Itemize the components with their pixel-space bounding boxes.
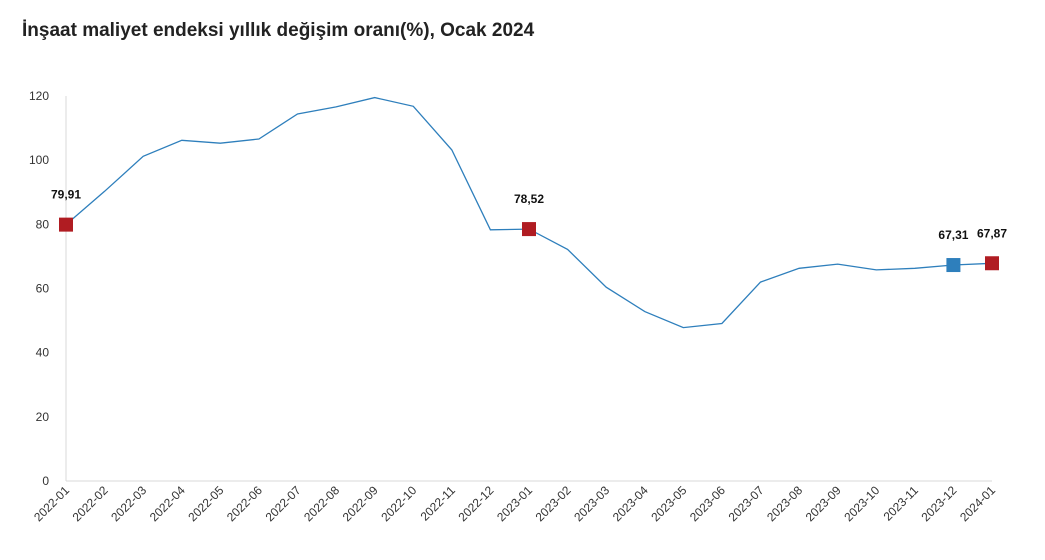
x-tick-label: 2022-11	[418, 483, 459, 524]
x-tick-label: 2023-01	[494, 483, 535, 524]
x-tick-label: 2022-01	[31, 483, 72, 524]
data-label: 67,31	[938, 228, 968, 242]
x-tick-label: 2022-07	[263, 483, 304, 524]
x-tick-label: 2023-07	[726, 483, 767, 524]
series-line	[65, 96, 993, 329]
y-tick-label: 120	[29, 89, 49, 103]
y-tick-label: 20	[36, 410, 50, 424]
data-point-marker	[985, 256, 999, 271]
y-tick-label: 0	[42, 474, 49, 488]
x-tick-label: 2023-04	[610, 483, 651, 524]
data-label: 67,87	[977, 226, 1007, 240]
data-label: 79,91	[51, 188, 81, 202]
x-tick-label: 2022-10	[378, 483, 419, 524]
x-tick-label: 2022-05	[185, 483, 226, 524]
x-tick-label: 2022-03	[108, 483, 149, 524]
x-tick-label: 2023-08	[764, 483, 805, 524]
y-tick-label: 80	[36, 217, 50, 231]
chart-title: İnşaat maliyet endeksi yıllık değişim or…	[22, 20, 535, 41]
data-point-marker	[59, 217, 73, 232]
x-tick-label: 2023-10	[841, 483, 882, 524]
x-tick-label: 2022-12	[455, 483, 496, 524]
x-tick-label: 2023-12	[918, 483, 959, 524]
x-tick-label: 2022-06	[224, 483, 265, 524]
y-tick-label: 60	[36, 282, 50, 296]
data-point-marker	[522, 222, 536, 237]
x-tick-label: 2022-09	[340, 483, 381, 524]
x-tick-label: 2022-08	[301, 483, 342, 524]
x-tick-label: 2023-02	[533, 483, 574, 524]
x-tick-label: 2023-06	[687, 483, 728, 524]
x-tick-label: 2023-03	[571, 483, 612, 524]
data-label: 78,52	[514, 192, 544, 206]
y-tick-label: 40	[36, 346, 50, 360]
x-tick-label: 2023-09	[803, 483, 844, 524]
x-tick-label: 2023-11	[881, 483, 922, 524]
x-tick-label: 2023-05	[648, 483, 689, 524]
y-tick-label: 100	[29, 153, 49, 167]
x-tick-label: 2022-02	[70, 483, 111, 524]
x-tick-label: 2024-01	[957, 483, 998, 524]
x-tick-label: 2022-04	[147, 483, 188, 524]
data-point-marker	[946, 258, 961, 273]
